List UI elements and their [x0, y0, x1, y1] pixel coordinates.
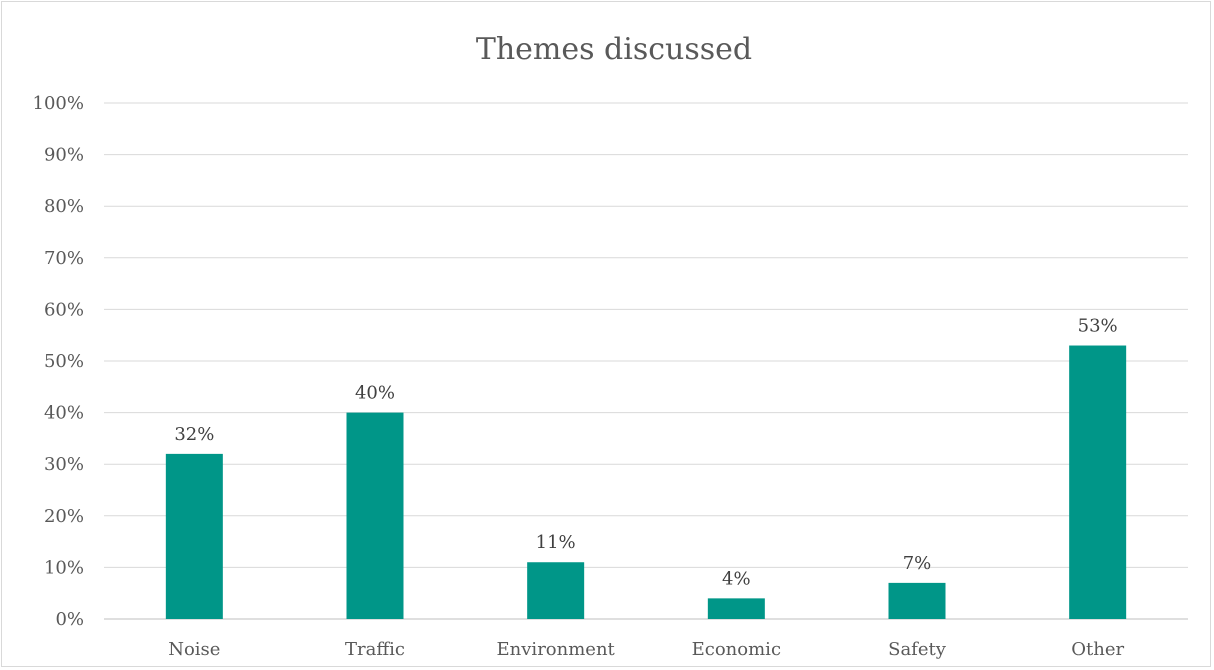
bars	[165, 345, 1127, 619]
y-tick-label: 80%	[44, 196, 84, 217]
y-tick-label: 70%	[44, 248, 84, 269]
data-label: 40%	[355, 383, 395, 404]
data-labels: 32% 40% 11% 4% 7% 53%	[174, 316, 1117, 590]
y-tick-label: 20%	[44, 506, 84, 527]
data-label: 53%	[1078, 316, 1118, 337]
bar	[346, 412, 404, 619]
bar	[707, 598, 765, 619]
y-tick-label: 100%	[33, 93, 84, 114]
y-axis-ticks: 0% 10% 20% 30% 40% 50% 60% 70% 80% 90% 100%	[33, 93, 84, 630]
x-category-label: Economic	[692, 639, 781, 660]
bar	[165, 453, 223, 619]
x-category-label: Safety	[888, 639, 947, 660]
y-tick-label: 0%	[55, 609, 84, 630]
bar	[527, 562, 585, 619]
gridlines	[104, 102, 1188, 620]
data-label: 4%	[722, 568, 751, 589]
x-axis-categories: Noise Traffic Environment Economic Safety Oth…	[168, 639, 1124, 660]
x-category-label: Noise	[168, 639, 220, 660]
data-label: 11%	[536, 532, 576, 553]
x-category-label: Other	[1071, 639, 1124, 660]
y-tick-label: 90%	[44, 145, 84, 166]
y-tick-label: 30%	[44, 454, 84, 475]
y-tick-label: 50%	[44, 351, 84, 372]
x-category-label: Environment	[497, 639, 616, 660]
x-category-label: Traffic	[345, 639, 405, 660]
bar	[1069, 345, 1127, 619]
bar	[888, 582, 946, 619]
data-label: 7%	[903, 553, 932, 574]
y-tick-label: 10%	[44, 557, 84, 578]
y-tick-label: 40%	[44, 403, 84, 424]
y-tick-label: 60%	[44, 299, 84, 320]
chart-title: Themes discussed	[476, 32, 752, 67]
data-label: 32%	[174, 424, 214, 445]
